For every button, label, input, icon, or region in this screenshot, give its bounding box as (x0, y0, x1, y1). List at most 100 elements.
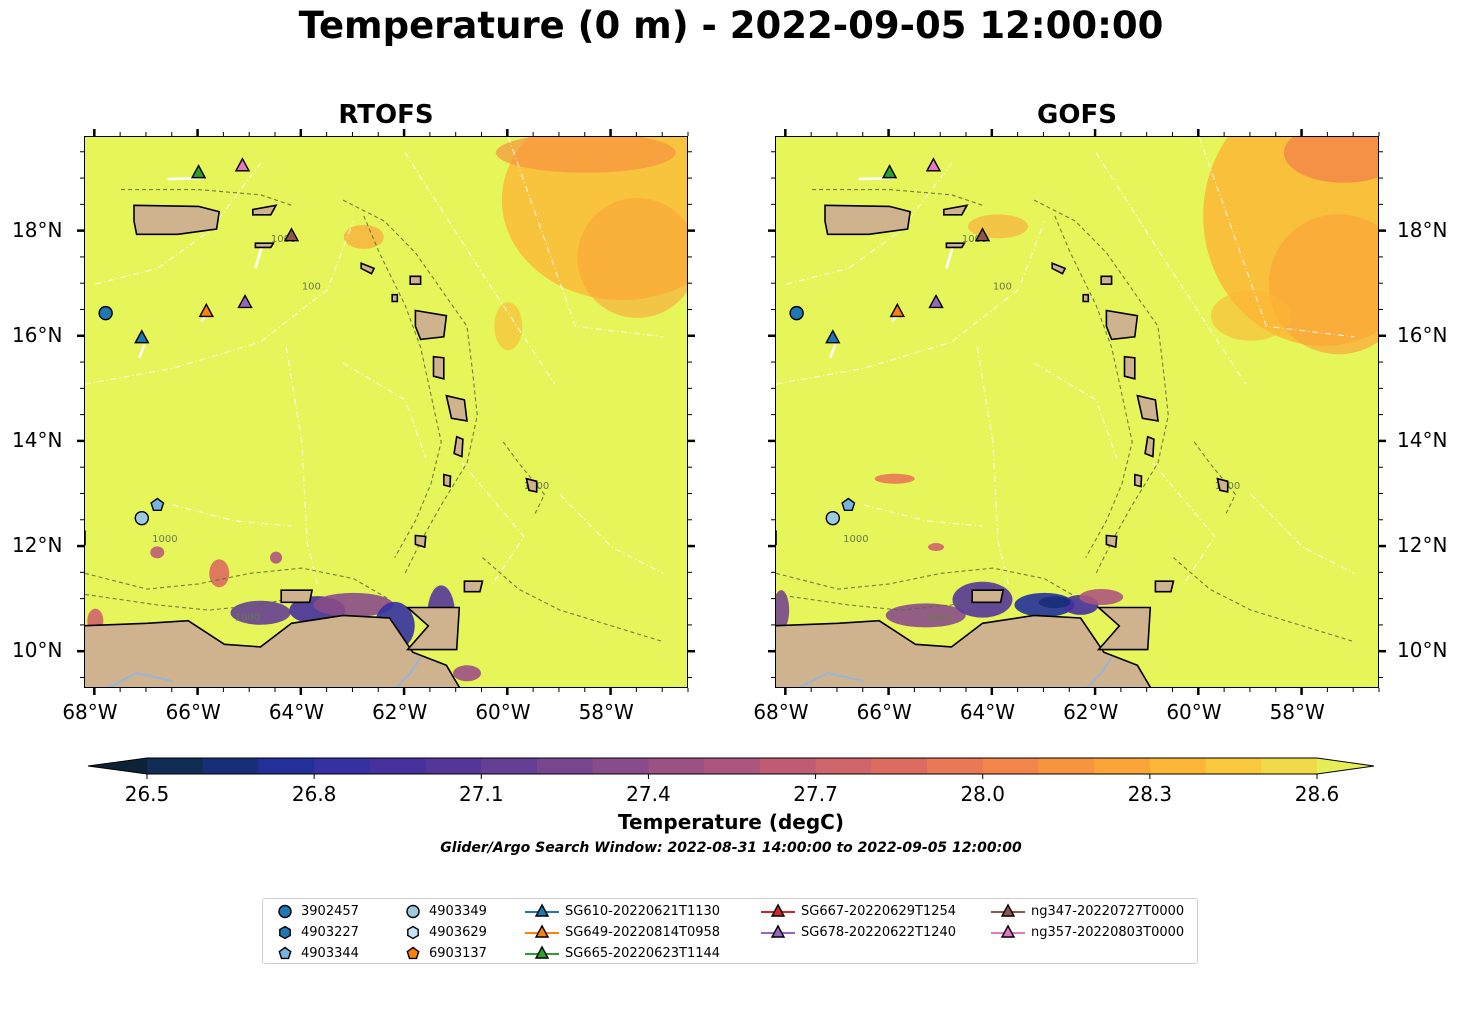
rtofs-warm-patch (495, 137, 676, 173)
gofs-eez-boundary (786, 162, 952, 285)
legend-symbol-3902457[interactable] (278, 904, 292, 919)
rtofs-lat-tick-label: 16°N (12, 322, 63, 347)
rtofs-marker-4903349[interactable] (134, 510, 149, 526)
colorbar-tick-label: 27.4 (626, 782, 671, 806)
rtofs-eez-boundary (461, 462, 525, 585)
legend-label: 4903227 (301, 924, 359, 940)
legend-symbol-4903344[interactable] (278, 946, 292, 960)
rtofs-island-tobago (463, 580, 484, 593)
legend-symbol-SG678-20220622T1240[interactable] (770, 924, 786, 938)
rtofs-marker-SG665-20220623T1144[interactable] (190, 164, 207, 179)
figure-title: Temperature (0 m) - 2022-09-05 12:00:00 (298, 4, 1164, 47)
legend-symbol-6903137[interactable] (406, 946, 420, 960)
legend-symbol-ng347-20220727T0000[interactable] (1000, 903, 1016, 917)
rtofs-warm-patch (343, 224, 384, 249)
legend-symbol-ng357-20220803T0000[interactable] (1000, 924, 1016, 938)
legend-item: 4903344 (275, 944, 359, 962)
gofs-bathymetry-contour (1193, 441, 1237, 516)
gofs-lat-tick-label: 12°N (1397, 533, 1448, 558)
legend-label: 4903629 (429, 924, 487, 940)
rtofs-marker-3902457[interactable] (98, 305, 113, 321)
rtofs-marker-SG649-20220814T0958[interactable] (198, 302, 214, 318)
gofs-warm-patch (1283, 137, 1378, 183)
colorbar-tick-label: 26.5 (125, 782, 170, 806)
colorbar-bin (314, 758, 371, 774)
rtofs-lat-tick-label: 12°N (12, 533, 63, 558)
gofs-bathymetry-contour (1054, 215, 1133, 558)
legend-symbol-SG610-20220621T1130[interactable] (534, 903, 550, 917)
rtofs-island-st-vincent (442, 473, 452, 488)
gofs-marker-4903344[interactable] (841, 497, 856, 511)
legend-label: 6903137 (429, 945, 487, 961)
legend-label: ng347-20220727T0000 (1031, 903, 1185, 919)
gofs-contour-label: 1000 (926, 613, 951, 624)
gofs-marker-SG649-20220814T0958[interactable] (889, 302, 905, 318)
legend-symbol-4903227[interactable] (279, 925, 291, 940)
gofs-glider-track (829, 344, 837, 359)
gofs-lon-tick-label: 64°W (959, 700, 1016, 724)
search-window-caption: Glider/Argo Search Window: 2022-08-31 14… (440, 840, 1022, 856)
rtofs-marker-4903344[interactable] (150, 497, 165, 511)
colorbar-bin (481, 758, 538, 774)
gofs-marker-ng347-20220727T0000[interactable] (974, 227, 991, 242)
rtofs-river (107, 672, 174, 687)
legend-marker-triangle-icon (991, 924, 1025, 938)
rtofs-island-martinique (445, 394, 468, 422)
rtofs-marker-ng357-20220803T0000[interactable] (234, 157, 251, 172)
rtofs-marker-SG610-20220621T1130[interactable] (134, 329, 150, 344)
rtofs-bathymetry-contour (85, 593, 308, 611)
gofs-marker-ng357-20220803T0000[interactable] (925, 157, 942, 172)
rtofs-island-grenada (414, 534, 427, 549)
gofs-marker-SG678-20220622T1240[interactable] (928, 293, 944, 309)
gofs-marker-SG610-20220621T1130[interactable] (825, 329, 841, 344)
rtofs-island-dominica (432, 355, 445, 380)
legend-item: SG667-20220629T1254 (761, 902, 956, 920)
colorbar-tick-label: 26.8 (292, 782, 337, 806)
legend-label: SG678-20220622T1240 (801, 924, 957, 940)
gofs-island-virgin-islands (943, 204, 969, 216)
legend-symbol-4903629[interactable] (407, 925, 419, 940)
rtofs-eez-boundary (95, 162, 261, 285)
gofs-contour-label: 100 (993, 281, 1012, 292)
legend-marker-pentagon-icon (278, 946, 292, 960)
colorbar-tick-label: 28.3 (1128, 782, 1173, 806)
legend-marker-triangle-icon (991, 903, 1025, 917)
colorbar-bin (982, 758, 1040, 774)
rtofs-marker-SG678-20220622T1240[interactable] (237, 293, 253, 309)
legend-symbol-4903349[interactable] (406, 904, 420, 919)
colorbar-tick-label: 27.1 (459, 782, 504, 806)
gofs-cool-patch (874, 473, 915, 484)
gofs-marker-4903349[interactable] (825, 510, 840, 526)
rtofs-bathymetry-contour (482, 557, 664, 643)
legend-symbol-SG649-20220814T0958[interactable] (534, 924, 550, 938)
rtofs-glider-track (138, 344, 146, 359)
gofs-island-grenada (1105, 534, 1118, 549)
legend-label: 4903344 (301, 945, 359, 961)
rtofs-mainland (85, 614, 461, 687)
legend-item: SG665-20220623T1144 (525, 944, 720, 962)
colorbar: 26.5 26.8 27.1 27.4 27.7 28.0 28.3 28.6 (87, 757, 1375, 806)
legend-symbol-SG665-20220623T1144[interactable] (534, 945, 550, 959)
rtofs-bathymetry-contour (121, 189, 292, 206)
rtofs-eez-boundary (285, 347, 318, 585)
gofs-island-montserrat (1082, 293, 1090, 303)
colorbar-bin (759, 758, 817, 774)
panel-title-gofs: GOFS (1037, 100, 1117, 130)
gofs-marker-3902457[interactable] (789, 305, 804, 321)
colorbar-bin (369, 758, 427, 774)
gofs-lon-tick-label: 60°W (1166, 700, 1222, 724)
colorbar-bin (927, 758, 984, 774)
rtofs-lat-tick-label: 18°N (12, 217, 63, 242)
gofs-contour-label: 1000 (843, 534, 868, 545)
gofs-bathymetry-contour (776, 567, 1081, 601)
gofs-island-tobago (1154, 580, 1175, 593)
gofs-marker-SG665-20220623T1144[interactable] (881, 164, 898, 179)
rtofs-lon-tick-label: 68°W (62, 700, 118, 724)
rtofs-island-barbados (525, 477, 538, 493)
rtofs-marker-ng347-20220727T0000[interactable] (283, 227, 300, 242)
gofs-island-st-lucia (1144, 435, 1155, 458)
gofs-lon-tick-label: 68°W (753, 700, 809, 724)
legend-symbol-SG667-20220629T1254[interactable] (770, 903, 786, 917)
